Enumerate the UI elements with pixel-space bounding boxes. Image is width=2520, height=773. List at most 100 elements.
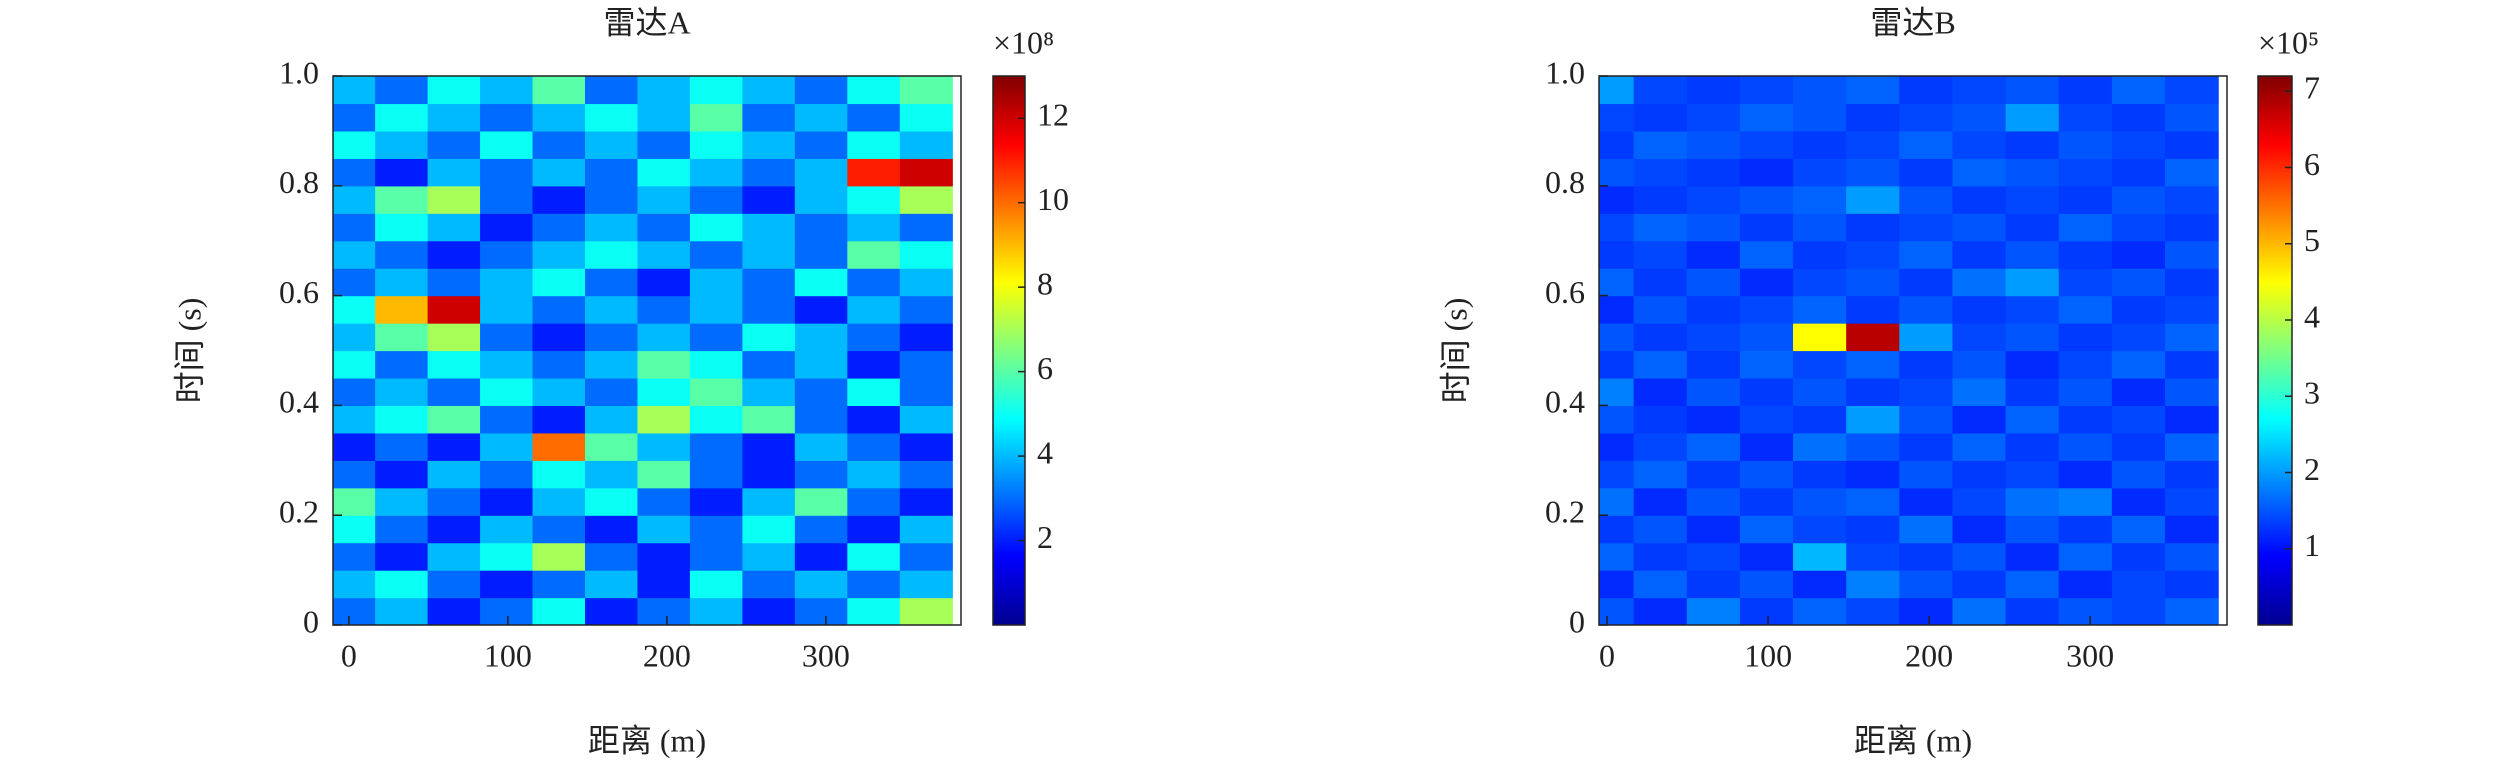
plot-frame	[332, 75, 962, 626]
cell	[1846, 185, 1900, 214]
cell	[584, 103, 639, 132]
cell	[847, 103, 901, 132]
cell	[742, 76, 796, 105]
cell	[1846, 213, 1900, 242]
cell	[480, 240, 534, 269]
colorbar-tick-label: 4	[2304, 298, 2320, 334]
cell	[1739, 268, 1794, 297]
cell	[584, 460, 639, 489]
cell	[2165, 570, 2219, 599]
cell	[1599, 130, 1635, 159]
cell	[480, 76, 534, 105]
cell	[637, 240, 691, 269]
cell	[1739, 597, 1794, 625]
cell	[2165, 432, 2219, 461]
cell	[1846, 515, 1900, 544]
colorbar-frame	[992, 75, 1026, 626]
cell	[532, 240, 586, 269]
cell	[1899, 487, 1954, 516]
x-axis-label: 距离 (m)	[1854, 722, 1972, 758]
colorbar-frame	[2257, 75, 2293, 626]
cell	[427, 76, 481, 105]
cell	[1686, 570, 1741, 599]
cell	[2111, 185, 2166, 214]
cell	[480, 405, 534, 434]
cell	[689, 323, 743, 352]
cell	[480, 295, 534, 324]
cell	[427, 487, 481, 516]
cell	[742, 185, 796, 214]
plot-frame	[1598, 75, 2228, 626]
cell	[1739, 487, 1794, 516]
cell	[1739, 350, 1794, 379]
cell	[1739, 377, 1794, 406]
cell	[794, 570, 848, 599]
cell	[1846, 570, 1900, 599]
cell	[1952, 130, 2007, 159]
cell	[2111, 487, 2166, 516]
cell	[899, 240, 953, 269]
cell	[1846, 487, 1900, 516]
cell	[1899, 103, 1954, 132]
cell	[899, 377, 953, 406]
cell	[480, 432, 534, 461]
cell	[1899, 185, 1954, 214]
cell	[794, 487, 848, 516]
cell	[1633, 570, 1688, 599]
cell	[1793, 542, 1847, 571]
cell	[1952, 76, 2007, 105]
cell	[2058, 432, 2113, 461]
cell	[1686, 405, 1741, 434]
cell	[333, 240, 376, 269]
cell	[1686, 542, 1741, 571]
cell	[1686, 460, 1741, 489]
cell	[1739, 185, 1794, 214]
cell	[2165, 542, 2219, 571]
cell	[1899, 295, 1954, 324]
cell	[375, 268, 429, 297]
cell	[480, 103, 534, 132]
cell	[1633, 487, 1688, 516]
cell	[2005, 185, 2060, 214]
cell	[1739, 323, 1794, 352]
cell	[1739, 515, 1794, 544]
cell	[1686, 432, 1741, 461]
cell	[689, 487, 743, 516]
cell	[1952, 158, 2007, 187]
y-axis-label: 时间 (s)	[171, 298, 207, 404]
cell	[532, 130, 586, 159]
cell	[584, 158, 639, 187]
cell	[2165, 377, 2219, 406]
cell	[1952, 377, 2007, 406]
cell	[899, 103, 953, 132]
cell	[847, 432, 901, 461]
y-tick-label: 0.4	[1545, 384, 1585, 420]
cell	[1793, 240, 1847, 269]
cell	[480, 158, 534, 187]
cell	[532, 542, 586, 571]
cell	[1846, 432, 1900, 461]
cell	[742, 570, 796, 599]
cell	[689, 570, 743, 599]
cell	[2165, 158, 2219, 187]
cell	[1739, 432, 1794, 461]
cell	[847, 597, 901, 625]
y-axis-label: 时间 (s)	[1437, 298, 1473, 404]
cell	[480, 185, 534, 214]
cell	[480, 323, 534, 352]
cell	[1952, 268, 2007, 297]
cell	[2058, 240, 2113, 269]
cell	[480, 515, 534, 544]
cell	[899, 487, 953, 516]
cell	[1633, 377, 1688, 406]
colorbar-tick-label: 3	[2304, 375, 2320, 411]
cell	[584, 240, 639, 269]
cell	[1793, 130, 1847, 159]
cell	[333, 487, 376, 516]
x-tick-label: 300	[802, 637, 850, 673]
cell	[375, 76, 429, 105]
colorbar-tick-label: 8	[1037, 265, 1053, 301]
cell	[333, 542, 376, 571]
cell	[637, 295, 691, 324]
cell	[1952, 103, 2007, 132]
